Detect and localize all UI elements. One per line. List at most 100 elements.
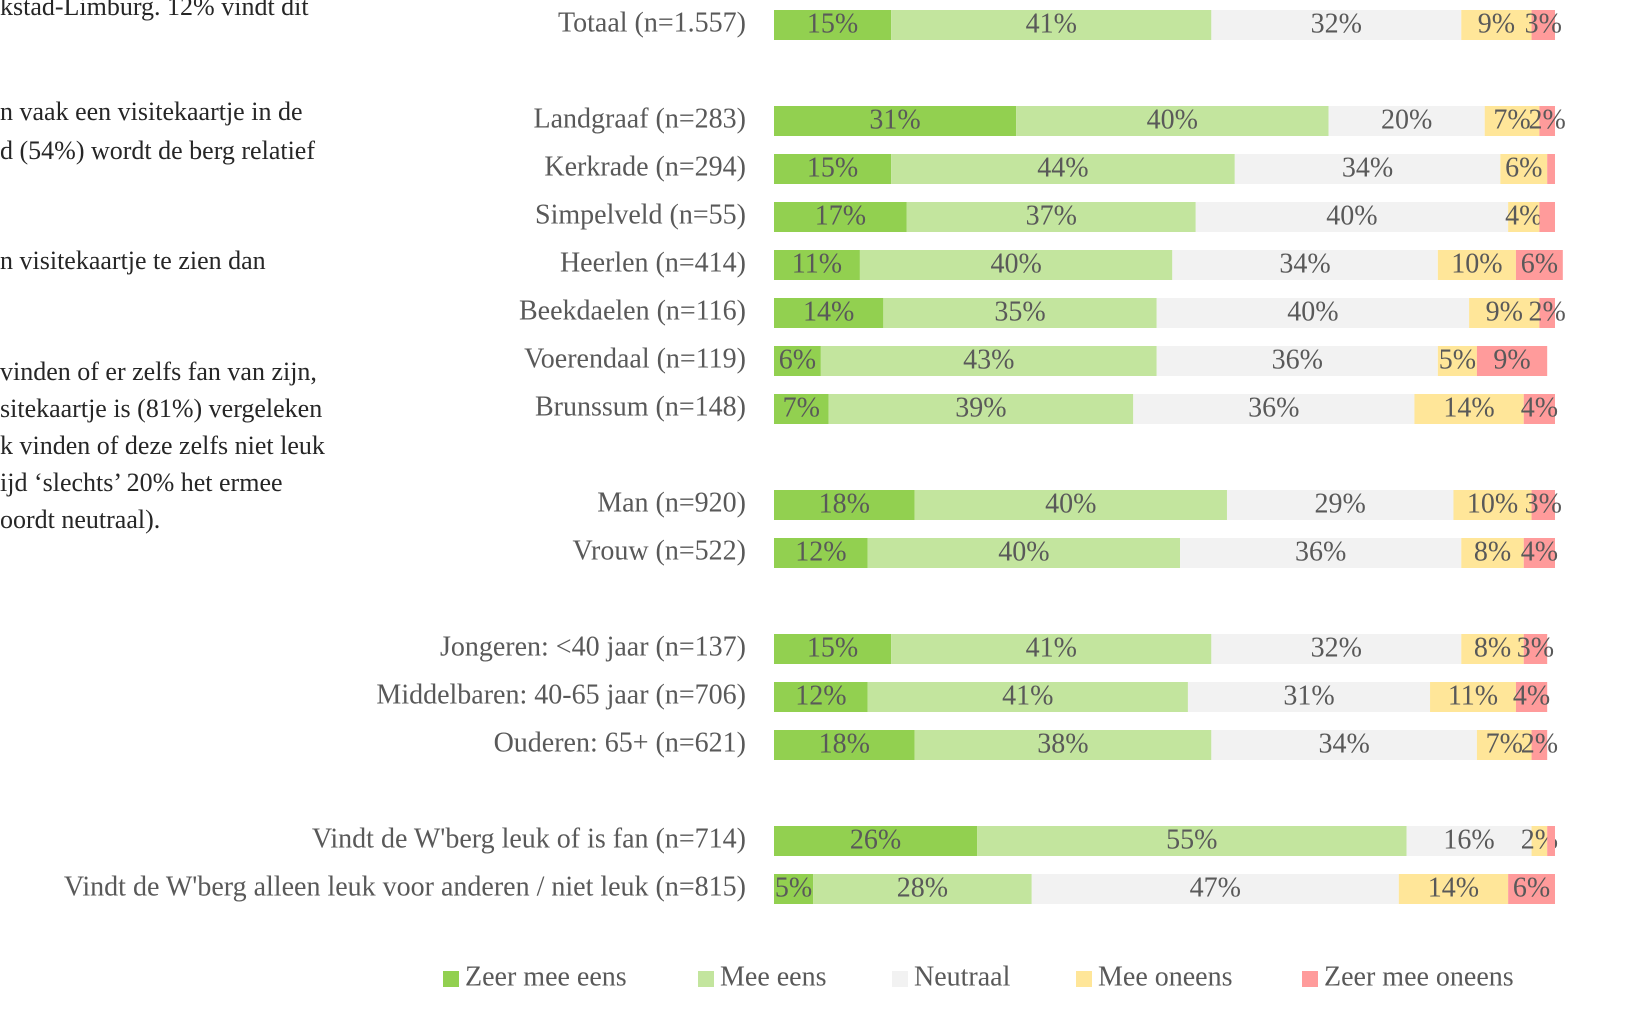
data-label: 37%: [1026, 200, 1077, 231]
legend-label: Mee oneens: [1098, 961, 1233, 992]
paragraph-line: n visitekaartje te zien dan: [0, 246, 266, 275]
bar-segment: [1211, 634, 1462, 664]
bar-segment: [1515, 682, 1548, 712]
data-label: 20%: [1381, 104, 1432, 135]
data-label: 7%: [1493, 104, 1530, 135]
bar-segment: [1437, 346, 1477, 376]
bar-segment: [867, 538, 1181, 568]
data-label: 8%: [1474, 536, 1511, 567]
paragraph-line: n vaak een visitekaartje in de: [0, 97, 303, 126]
data-label: 8%: [1474, 632, 1511, 663]
category-label: Middelbaren: 40-65 jaar (n=706): [376, 679, 746, 710]
data-label: 34%: [1318, 728, 1369, 759]
data-label: 55%: [1166, 824, 1217, 855]
data-label: 15%: [807, 8, 858, 39]
data-label: 43%: [963, 344, 1014, 375]
category-label: Brunssum (n=148): [535, 391, 746, 422]
data-label: 15%: [807, 152, 858, 183]
legend-label: Zeer mee oneens: [1324, 961, 1514, 992]
data-label: 40%: [1045, 488, 1096, 519]
bar-segment: [1211, 10, 1462, 40]
paragraph-line: k vinden of deze zelfs niet leuk: [0, 431, 325, 460]
data-label: 18%: [819, 728, 870, 759]
bar-segment: [1531, 826, 1548, 856]
bar-segment: [1195, 202, 1509, 232]
data-label: 31%: [869, 104, 920, 135]
bar-segment: [774, 250, 860, 280]
data-label: 6%: [1513, 872, 1550, 903]
data-label: 2%: [1529, 296, 1566, 327]
legend-label: Mee eens: [720, 961, 827, 992]
data-label: 9%: [1493, 344, 1530, 375]
bar-segment: [1523, 634, 1548, 664]
bar-segment: [774, 346, 821, 376]
data-label: 12%: [795, 680, 846, 711]
data-label: 4%: [1513, 680, 1550, 711]
bar-segment: [1531, 730, 1548, 760]
legend-swatch: [1076, 971, 1092, 987]
bar-segment: [774, 538, 868, 568]
paragraph-line: d (54%) wordt de berg relatief: [0, 136, 316, 165]
data-label: 14%: [803, 296, 854, 327]
data-label: 2%: [1529, 104, 1566, 135]
legend-swatch: [698, 971, 714, 987]
data-label: 4%: [1505, 200, 1542, 231]
category-label: Voerendaal (n=119): [524, 343, 746, 374]
bar-segment: [1461, 634, 1524, 664]
data-label: 40%: [1287, 296, 1338, 327]
data-label: 34%: [1279, 248, 1330, 279]
paragraph-line: vinden of er zelfs fan van zijn,: [0, 357, 317, 386]
bar-segment: [774, 154, 892, 184]
data-label: 40%: [990, 248, 1041, 279]
data-label: 26%: [850, 824, 901, 855]
data-label: 47%: [1190, 872, 1241, 903]
data-label: 11%: [1448, 680, 1498, 711]
bar-segment: [1016, 106, 1329, 136]
bar-segment: [914, 490, 1227, 520]
data-label: 17%: [815, 200, 866, 231]
data-label: 29%: [1315, 488, 1366, 519]
bar-segment: [1539, 106, 1555, 136]
data-label: 9%: [1478, 8, 1515, 39]
bar-segment: [1547, 154, 1555, 184]
bar-segment: [774, 490, 915, 520]
data-label: 41%: [1026, 8, 1077, 39]
data-label: 39%: [955, 392, 1006, 423]
category-label: Vindt de W'berg leuk of is fan (n=714): [312, 823, 746, 854]
bar-segment: [1406, 826, 1532, 856]
data-label: 2%: [1521, 728, 1558, 759]
bar-segment: [1430, 682, 1516, 712]
bar-segment: [891, 634, 1212, 664]
data-label: 28%: [897, 872, 948, 903]
data-label: 6%: [1521, 248, 1558, 279]
paragraph-line: sitekaartje is (81%) vergeleken: [0, 394, 323, 423]
data-label: 32%: [1311, 8, 1362, 39]
bar-segment: [977, 826, 1407, 856]
data-label: 12%: [795, 536, 846, 567]
data-label: 16%: [1443, 824, 1494, 855]
category-label: Ouderen: 65+ (n=621): [494, 727, 746, 758]
category-label: Landgraaf (n=283): [534, 103, 746, 134]
bar-segment: [828, 394, 1134, 424]
category-label: Heerlen (n=414): [560, 247, 746, 278]
bar-segment: [774, 634, 892, 664]
category-label: Beekdaelen (n=116): [519, 295, 746, 326]
category-label: Jongeren: <40 jaar (n=137): [440, 631, 746, 662]
bar-segment: [867, 682, 1188, 712]
bar-segment: [774, 10, 892, 40]
bar-segment: [1453, 490, 1532, 520]
data-label: 31%: [1283, 680, 1334, 711]
bar-segment: [1031, 874, 1399, 904]
bar-segment: [774, 202, 907, 232]
bar-segment: [774, 826, 978, 856]
data-label: 32%: [1311, 632, 1362, 663]
data-label: 40%: [1147, 104, 1198, 135]
bar-segment: [891, 10, 1212, 40]
data-label: 6%: [779, 344, 816, 375]
bar-segment: [820, 346, 1157, 376]
bar-segment: [1484, 106, 1540, 136]
legend-swatch: [443, 971, 459, 987]
data-label: 36%: [1248, 392, 1299, 423]
bar-segment: [813, 874, 1032, 904]
